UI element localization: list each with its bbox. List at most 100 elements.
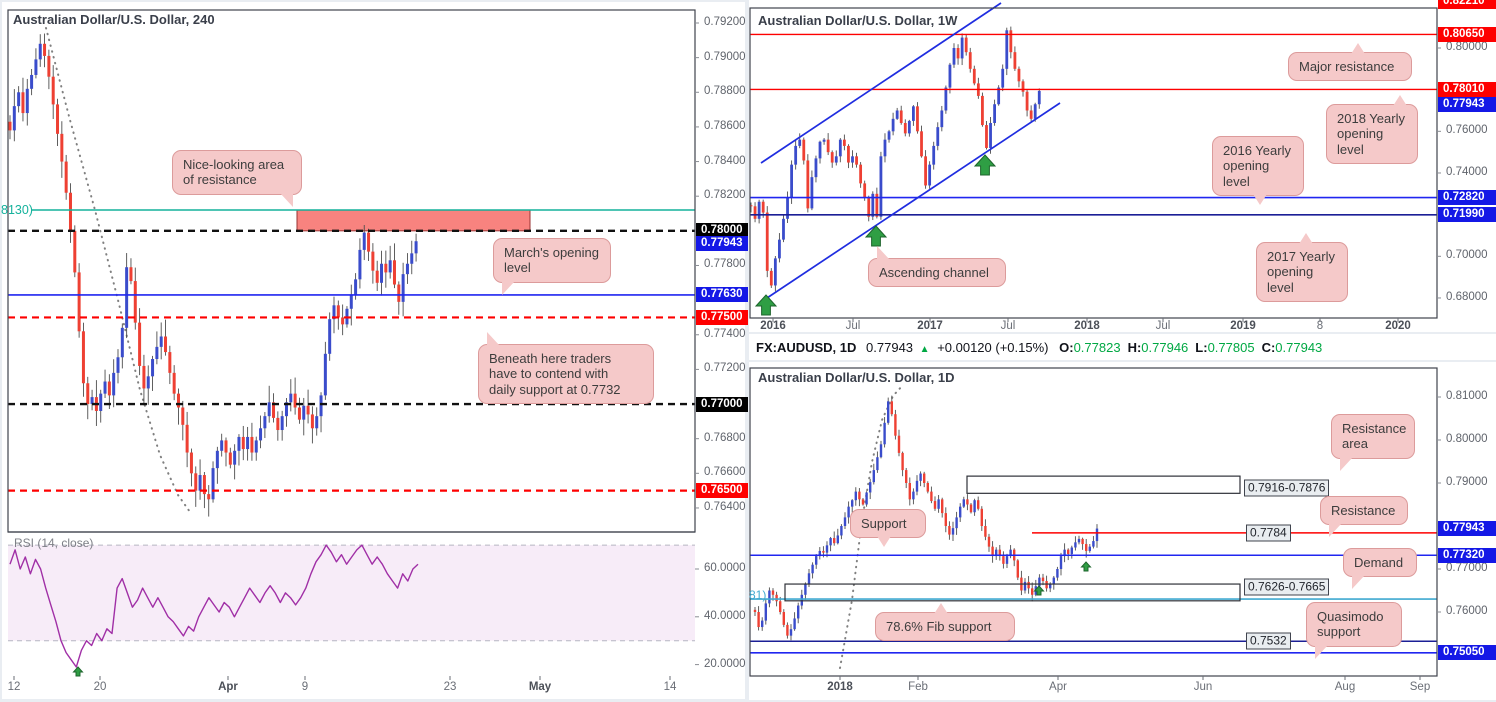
callout-pointer xyxy=(877,246,890,260)
rsi-indicator-label: RSI (14, close) xyxy=(14,536,94,550)
annotation-callout[interactable]: Demand xyxy=(1343,548,1417,590)
price-scale-label: 0.79200 xyxy=(704,16,746,28)
price-level-label: 0.77320 xyxy=(1438,547,1496,563)
chart-title-weekly: Australian Dollar/U.S. Dollar, 1W xyxy=(758,13,958,28)
rsi-scale-label: 60.0000 xyxy=(704,562,746,574)
annotation-callout[interactable]: Quasimodo support xyxy=(1306,602,1402,659)
fib-level-label-daily: 81) xyxy=(749,588,767,602)
ohlc-key: L: xyxy=(1195,340,1208,355)
price-scale-label: 0.79000 xyxy=(704,50,746,63)
chart-title-240: Australian Dollar/U.S. Dollar, 240 xyxy=(13,12,215,27)
time-axis-label: Jun xyxy=(1193,681,1213,693)
annotation-callout[interactable]: Beneath here traders have to contend wit… xyxy=(478,332,654,404)
price-scale-label: 0.78400 xyxy=(704,154,746,167)
price-scale-label: 0.68000 xyxy=(1446,290,1488,303)
price-level-label: 0.71990 xyxy=(1438,207,1496,223)
price-scale-label: 0.76800 xyxy=(704,431,746,444)
price-level-label: 0.72820 xyxy=(1438,190,1496,206)
callout-pointer xyxy=(1352,575,1365,590)
time-axis-label: 2018 xyxy=(1074,320,1100,332)
up-arrow-icon: ▲ xyxy=(919,344,930,355)
fib-level-label-240: 8130) xyxy=(1,203,33,217)
price-scale-label: 0.77200 xyxy=(704,362,746,375)
ohlc-value: 0.77805 xyxy=(1207,340,1255,355)
ohlc-value: 0.77943 xyxy=(1275,340,1323,355)
price-scale-label: 0.78600 xyxy=(704,119,746,132)
price-level-label: 0.77000 xyxy=(696,396,748,412)
price-level-label: 0.78000 xyxy=(696,223,748,239)
time-axis-label: 8 xyxy=(1316,320,1324,332)
time-axis-label: 20 xyxy=(93,681,107,693)
ohlc-value: 0.77823 xyxy=(1073,340,1121,355)
annotation-callout[interactable]: 2017 Yearly opening level xyxy=(1256,233,1348,302)
callout-pointer xyxy=(877,536,891,548)
time-axis-label: 14 xyxy=(663,681,677,693)
annotation-callout[interactable]: Ascending channel xyxy=(868,246,1006,288)
callout-pointer xyxy=(1340,456,1353,471)
price-scale-label: 0.81000 xyxy=(1446,390,1488,402)
callout-pointer xyxy=(1299,233,1313,244)
time-axis-label: Sep xyxy=(1409,681,1431,693)
price-scale-label: 0.77400 xyxy=(704,327,746,340)
ohlc-value: 0.77946 xyxy=(1141,340,1189,355)
annotation-callout[interactable]: Support xyxy=(850,509,926,548)
level-tag: 0.7916-0.7876 xyxy=(1244,479,1330,497)
annotation-callout[interactable]: Resistance xyxy=(1320,496,1408,538)
time-axis-label: Jul xyxy=(845,320,861,332)
ticker-symbol[interactable]: FX:AUDUSD, 1D xyxy=(756,340,857,355)
price-scale-label: 0.77000 xyxy=(1446,562,1488,574)
annotation-callout[interactable]: 78.6% Fib support xyxy=(875,603,1015,642)
price-level-label: 0.76500 xyxy=(696,483,748,499)
time-axis-label: Feb xyxy=(908,681,928,693)
price-level-label: 0.80650 xyxy=(1438,26,1496,42)
ticker-change: +0.00120 (+0.15%) xyxy=(937,340,1049,355)
time-axis-label: Jul xyxy=(1000,320,1016,332)
price-scale-label: 0.76600 xyxy=(704,466,746,479)
callout-pointer xyxy=(1315,644,1328,659)
level-tag: 0.7532 xyxy=(1246,632,1291,650)
price-scale-label: 0.80000 xyxy=(1446,433,1488,445)
time-axis-label: Apr xyxy=(1049,681,1067,693)
price-level-label: 0.77943 xyxy=(1438,520,1496,536)
time-axis-label: 2020 xyxy=(1385,320,1411,332)
time-axis-label: 12 xyxy=(7,681,21,693)
level-tag: 0.7784 xyxy=(1246,524,1291,542)
callout-pointer xyxy=(934,603,948,614)
ohlc-key: C: xyxy=(1261,340,1276,355)
time-axis-label: 2019 xyxy=(1230,320,1256,332)
ticker-last-price: 0.77943 xyxy=(866,340,914,355)
price-level-label: 0.77943 xyxy=(696,235,748,251)
price-scale-label: 0.78200 xyxy=(704,189,746,202)
price-level-label: 0.78010 xyxy=(1438,81,1496,97)
price-scale-label: 0.76000 xyxy=(1446,124,1488,137)
time-axis-label: 23 xyxy=(443,681,457,693)
chart-title-daily: Australian Dollar/U.S. Dollar, 1D xyxy=(758,370,955,385)
price-level-label: 0.75050 xyxy=(1438,645,1496,661)
annotation-callout[interactable]: March's opening level xyxy=(493,238,611,295)
price-scale-label: 0.76400 xyxy=(704,500,746,513)
time-axis-label: 2018 xyxy=(827,681,853,693)
annotation-callout[interactable]: 2018 Yearly opening level xyxy=(1326,95,1418,164)
annotation-callout[interactable]: Nice-looking area of resistance xyxy=(172,150,302,207)
callout-pointer xyxy=(502,280,515,295)
time-axis-label: 9 xyxy=(301,681,309,693)
rsi-scale-label: 40.0000 xyxy=(704,609,746,622)
price-scale-label: 0.80000 xyxy=(1446,41,1488,53)
time-axis-label: 2016 xyxy=(760,320,786,332)
time-axis-label: May xyxy=(528,681,552,693)
price-level-label: 0.77630 xyxy=(696,287,748,303)
time-axis-label: 2017 xyxy=(917,320,943,332)
price-level-label: 0.77500 xyxy=(696,309,748,325)
symbol-info-bar: FX:AUDUSD, 1D 0.77943 ▲ +0.00120 (+0.15%… xyxy=(756,340,1322,355)
annotation-callout[interactable]: 2016 Yearly opening level xyxy=(1212,136,1304,205)
price-scale-label: 0.79000 xyxy=(1446,476,1488,488)
callout-pointer xyxy=(487,332,500,346)
annotation-callout[interactable]: Resistance area xyxy=(1331,414,1415,471)
annotation-callout[interactable]: Major resistance xyxy=(1288,43,1412,82)
price-scale-label: 0.78800 xyxy=(704,85,746,98)
rsi-scale-label: 20.0000 xyxy=(704,657,746,670)
price-scale-label: 0.77800 xyxy=(704,258,746,271)
ticker-ohlc: O:0.77823 H:0.77946 L:0.77805 C:0.77943 xyxy=(1052,340,1322,355)
callout-pointer xyxy=(280,192,293,207)
